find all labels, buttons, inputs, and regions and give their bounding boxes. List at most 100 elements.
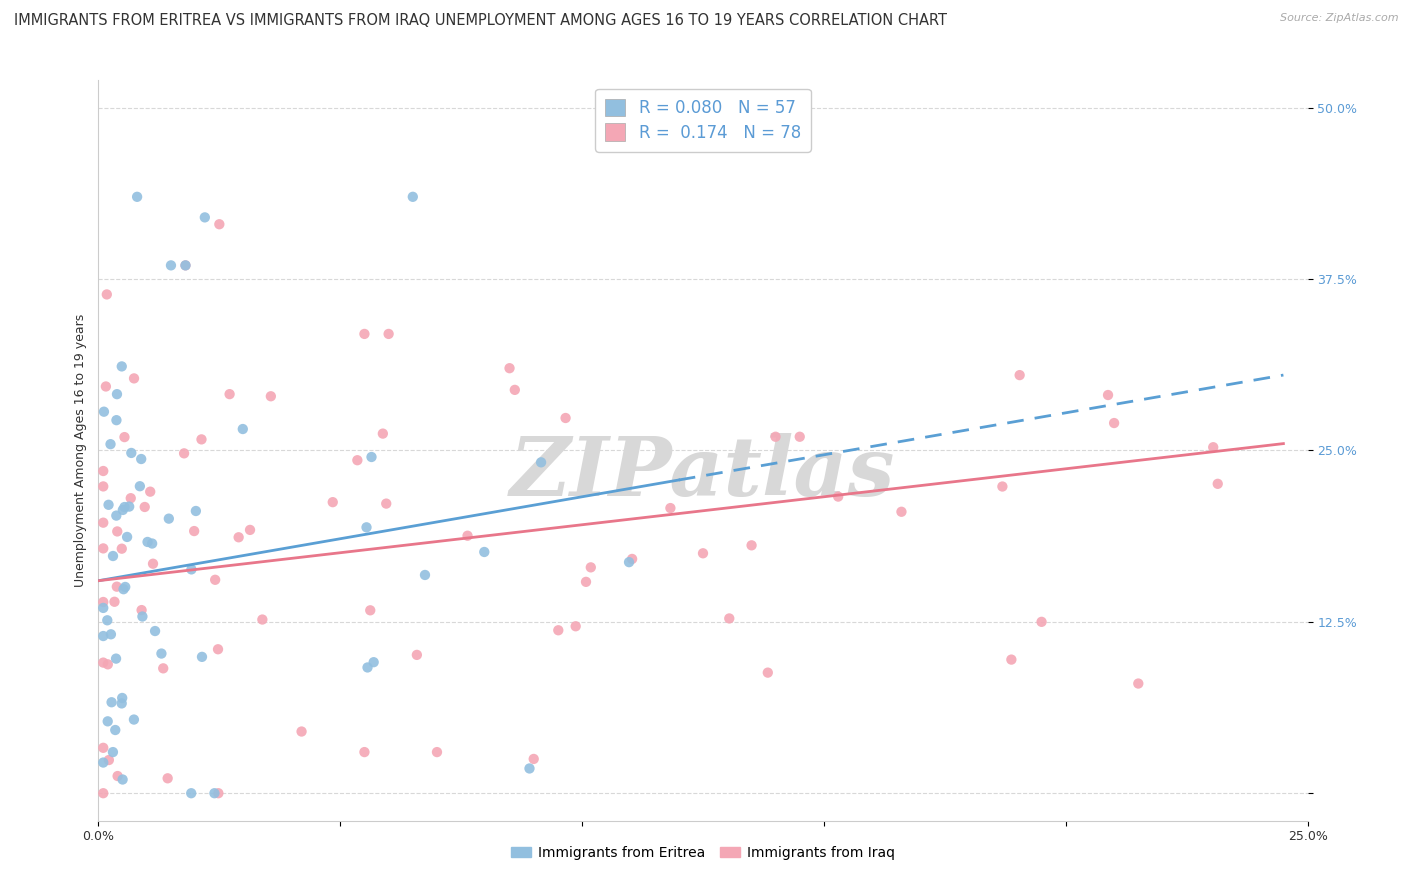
Point	[228, 530, 250, 544]
Point	[112, 582, 135, 597]
Point	[180, 786, 202, 800]
Point	[160, 259, 183, 273]
Point	[91, 479, 114, 493]
Point	[96, 613, 118, 627]
Point	[115, 530, 138, 544]
Point	[111, 690, 134, 705]
Point	[173, 446, 195, 460]
Point	[204, 573, 226, 587]
Point	[143, 624, 166, 638]
Point	[105, 387, 128, 401]
Point	[457, 529, 479, 543]
Point	[118, 500, 141, 514]
Point	[104, 723, 127, 737]
Point	[1097, 388, 1119, 402]
Point	[131, 609, 153, 624]
Point	[183, 524, 205, 538]
Point	[100, 695, 122, 709]
Point	[105, 524, 128, 539]
Point	[375, 497, 398, 511]
Point	[692, 546, 714, 560]
Point	[503, 383, 526, 397]
Point	[114, 430, 136, 444]
Point	[139, 484, 162, 499]
Point	[1031, 615, 1053, 629]
Point	[621, 552, 644, 566]
Point	[363, 655, 385, 669]
Point	[107, 769, 129, 783]
Point	[718, 611, 741, 625]
Point	[127, 190, 149, 204]
Point	[105, 508, 128, 523]
Point	[190, 433, 212, 447]
Point	[523, 752, 546, 766]
Point	[152, 661, 174, 675]
Point	[575, 574, 598, 589]
Point	[105, 413, 128, 427]
Point	[252, 613, 274, 627]
Point	[134, 500, 156, 514]
Point	[554, 411, 576, 425]
Point	[157, 511, 180, 525]
Point	[519, 762, 541, 776]
Text: ZIPatlas: ZIPatlas	[510, 433, 896, 513]
Point	[356, 660, 378, 674]
Text: Source: ZipAtlas.com: Source: ZipAtlas.com	[1281, 13, 1399, 23]
Point	[131, 603, 153, 617]
Point	[142, 557, 165, 571]
Point	[120, 491, 142, 506]
Point	[360, 450, 382, 464]
Point	[111, 697, 134, 711]
Point	[156, 772, 179, 786]
Point	[356, 520, 378, 534]
Point	[114, 580, 136, 594]
Point	[141, 536, 163, 550]
Point	[402, 190, 425, 204]
Point	[1102, 416, 1125, 430]
Text: IMMIGRANTS FROM ERITREA VS IMMIGRANTS FROM IRAQ UNEMPLOYMENT AMONG AGES 16 TO 19: IMMIGRANTS FROM ERITREA VS IMMIGRANTS FR…	[14, 13, 948, 29]
Point	[105, 651, 128, 665]
Point	[353, 326, 375, 341]
Legend: Immigrants from Eritrea, Immigrants from Iraq: Immigrants from Eritrea, Immigrants from…	[505, 840, 901, 865]
Point	[105, 580, 128, 594]
Point	[890, 505, 912, 519]
Point	[97, 498, 120, 512]
Point	[91, 516, 114, 530]
Point	[91, 629, 114, 643]
Point	[359, 603, 381, 617]
Point	[100, 627, 122, 641]
Point	[91, 541, 114, 556]
Point	[129, 452, 152, 467]
Point	[827, 490, 849, 504]
Point	[765, 430, 787, 444]
Point	[530, 455, 553, 469]
Point	[96, 287, 118, 301]
Point	[91, 601, 114, 615]
Point	[100, 437, 122, 451]
Point	[579, 560, 602, 574]
Point	[103, 595, 125, 609]
Point	[97, 657, 120, 672]
Point	[290, 724, 312, 739]
Point	[97, 714, 120, 729]
Point	[232, 422, 254, 436]
Point	[174, 259, 197, 273]
Point	[498, 361, 520, 376]
Point	[260, 389, 283, 403]
Point	[97, 753, 120, 767]
Point	[128, 479, 150, 493]
Point	[101, 549, 124, 563]
Point	[322, 495, 344, 509]
Point	[207, 642, 229, 657]
Point	[1206, 476, 1229, 491]
Point	[122, 371, 145, 385]
Point	[1202, 440, 1225, 454]
Point	[120, 446, 142, 460]
Point	[371, 426, 394, 441]
Point	[94, 379, 117, 393]
Point	[101, 745, 124, 759]
Point	[1128, 676, 1150, 690]
Point	[239, 523, 262, 537]
Point	[472, 545, 495, 559]
Y-axis label: Unemployment Among Ages 16 to 19 years: Unemployment Among Ages 16 to 19 years	[75, 314, 87, 587]
